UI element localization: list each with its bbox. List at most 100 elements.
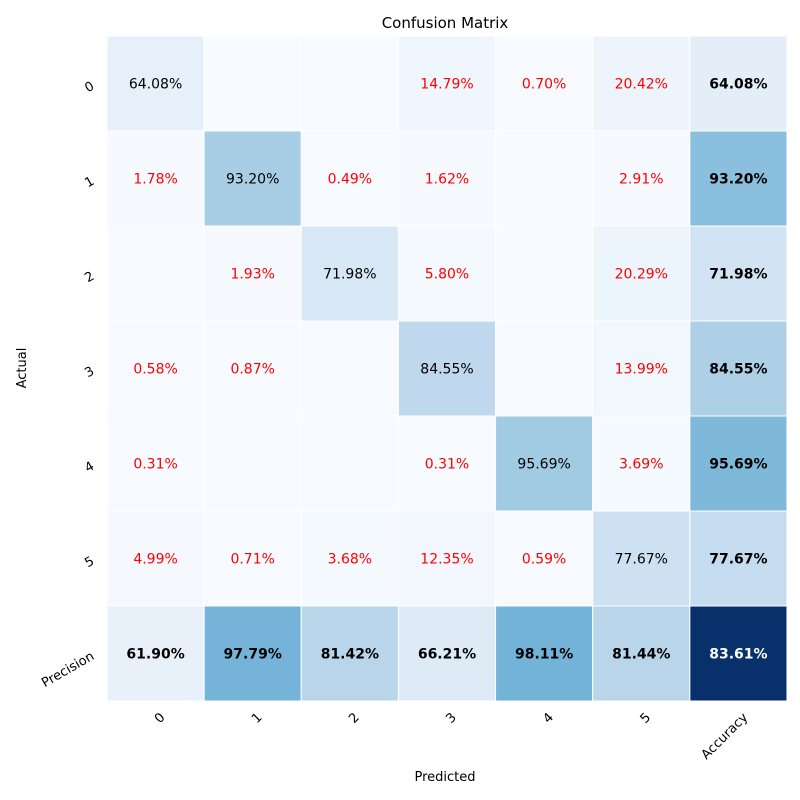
heatmap-cell-r3-c0	[106, 320, 205, 417]
heatmap-cell-r0-c1	[203, 35, 302, 132]
heatmap-cell-r2-c2	[300, 225, 399, 322]
cell-label-r1-c3: 1.62%	[425, 172, 469, 188]
cell-label-r6-c0: 61.90%	[126, 647, 184, 663]
y-tick-label-3: 3	[82, 364, 97, 381]
cell-label-r6-c6: 83.61%	[709, 647, 767, 663]
heatmap-cell-r0-c0	[106, 35, 205, 132]
cell-label-r6-c1: 97.79%	[224, 647, 282, 663]
chart-title: Confusion Matrix	[382, 14, 509, 32]
cell-label-r3-c6: 84.55%	[709, 362, 767, 378]
x-tick-label-3: 3	[443, 710, 459, 726]
heatmap-cell-r4-c0	[106, 415, 205, 512]
heatmap-cell-r2-c1	[203, 225, 302, 322]
heatmap-cell-r6-c3	[397, 605, 497, 702]
cell-label-r5-c1: 0.71%	[230, 552, 274, 568]
cell-label-r3-c0: 0.58%	[133, 362, 177, 378]
cell-label-r2-c6: 71.98%	[709, 267, 767, 283]
cell-label-r3-c3: 84.55%	[420, 362, 473, 378]
heatmap-cell-r3-c5	[592, 320, 691, 417]
heatmap-cell-r2-c4	[495, 225, 594, 322]
y-tick-label-5: 5	[82, 554, 97, 571]
cell-label-r3-c5: 13.99%	[615, 362, 668, 378]
y-tick-label-6: Precision	[39, 649, 97, 691]
cell-label-r4-c6: 95.69%	[709, 457, 767, 473]
cell-label-r6-c5: 81.44%	[612, 647, 670, 663]
heatmap-cell-r6-c6	[689, 605, 788, 702]
cell-label-r0-c6: 64.08%	[709, 77, 767, 93]
heatmap-cell-r0-c4	[495, 35, 594, 132]
cell-label-r0-c5: 20.42%	[615, 77, 668, 93]
cell-label-r5-c4: 0.59%	[522, 552, 566, 568]
cell-label-r3-c1: 0.87%	[230, 362, 274, 378]
heatmap-cell-r2-c5	[592, 225, 691, 322]
cell-label-r5-c6: 77.67%	[709, 552, 767, 568]
heatmap-cell-r5-c6	[689, 510, 788, 607]
heatmap-cell-r0-c5	[592, 35, 691, 132]
x-tick-label-1: 1	[249, 710, 265, 726]
heatmap-cell-r1-c2	[300, 130, 399, 227]
cell-label-r6-c4: 98.11%	[515, 647, 573, 663]
heatmap-cell-r3-c3	[397, 320, 497, 417]
heatmap-cell-r3-c4	[495, 320, 594, 417]
heatmap-cell-r6-c4	[495, 605, 594, 702]
x-tick-label-2: 2	[346, 710, 362, 726]
heatmap-cell-r3-c1	[203, 320, 302, 417]
y-axis-label: Actual	[15, 348, 30, 389]
heatmap-cell-r2-c3	[397, 225, 497, 322]
cell-label-r2-c2: 71.98%	[323, 267, 376, 283]
heatmap-cell-r0-c2	[300, 35, 399, 132]
x-axis-label: Predicted	[414, 770, 475, 785]
cell-label-r5-c0: 4.99%	[133, 552, 177, 568]
heatmap-cell-r4-c2	[300, 415, 399, 512]
cell-label-r5-c2: 3.68%	[328, 552, 372, 568]
cell-label-r0-c4: 0.70%	[522, 77, 566, 93]
heatmap-cell-r6-c0	[106, 605, 205, 702]
cell-label-r4-c3: 0.31%	[425, 457, 469, 473]
y-tick-labels: 0 1 2 3 4 5 Precision	[39, 79, 97, 691]
y-tick-label-2: 2	[82, 269, 97, 286]
cell-label-r1-c1: 93.20%	[226, 172, 279, 188]
heatmap-cell-r3-c2	[300, 320, 399, 417]
y-tick-label-1: 1	[82, 174, 97, 191]
cell-label-r5-c5: 77.67%	[615, 552, 668, 568]
cell-label-r4-c0: 0.31%	[133, 457, 177, 473]
y-tick-label-0: 0	[82, 79, 97, 96]
cell-label-r4-c5: 3.69%	[619, 457, 663, 473]
cell-label-r2-c5: 20.29%	[615, 267, 668, 283]
cell-label-r1-c5: 2.91%	[619, 172, 663, 188]
x-tick-label-0: 0	[152, 710, 168, 726]
cell-label-r1-c0: 1.78%	[133, 172, 177, 188]
heatmap-cell-r2-c0	[106, 225, 205, 322]
heatmap-cell-r5-c4	[495, 510, 594, 607]
heatmap-cell-r3-c6	[689, 320, 788, 417]
cell-label-r2-c1: 1.93%	[230, 267, 274, 283]
x-tick-label-5: 5	[638, 710, 654, 726]
heatmap-cells	[106, 35, 788, 702]
heatmap-cell-r1-c0	[106, 130, 205, 227]
heatmap-cell-r5-c3	[397, 510, 497, 607]
heatmap-cell-r0-c3	[397, 35, 497, 132]
cell-label-r0-c0: 64.08%	[129, 77, 182, 93]
cell-label-r4-c4: 95.69%	[517, 457, 570, 473]
x-tick-label-6: Accuracy	[699, 710, 752, 763]
cell-label-r0-c3: 14.79%	[420, 77, 473, 93]
cell-value-labels: 64.08% 14.79% 0.70% 20.42% 64.08% 1.78% 93.20%…	[126, 77, 767, 663]
x-tick-label-4: 4	[540, 710, 556, 726]
heatmap-cell-r5-c0	[106, 510, 205, 607]
heatmap-cell-r4-c6	[689, 415, 788, 512]
cell-label-r1-c2: 0.49%	[328, 172, 372, 188]
cell-label-r6-c2: 81.42%	[321, 647, 379, 663]
x-tick-labels: 0 1 2 3 4 5 Accuracy	[152, 710, 752, 763]
heatmap-cell-r5-c2	[300, 510, 399, 607]
heatmap-cell-r6-c2	[300, 605, 399, 702]
heatmap-cell-r4-c1	[203, 415, 302, 512]
cell-label-r5-c3: 12.35%	[420, 552, 473, 568]
cell-label-r2-c3: 5.80%	[425, 267, 469, 283]
heatmap-cell-r1-c4	[495, 130, 594, 227]
heatmap-cell-r1-c5	[592, 130, 691, 227]
heatmap-cell-r6-c5	[592, 605, 691, 702]
y-tick-label-4: 4	[82, 459, 97, 476]
cell-label-r6-c3: 66.21%	[418, 647, 476, 663]
heatmap-cell-r5-c1	[203, 510, 302, 607]
